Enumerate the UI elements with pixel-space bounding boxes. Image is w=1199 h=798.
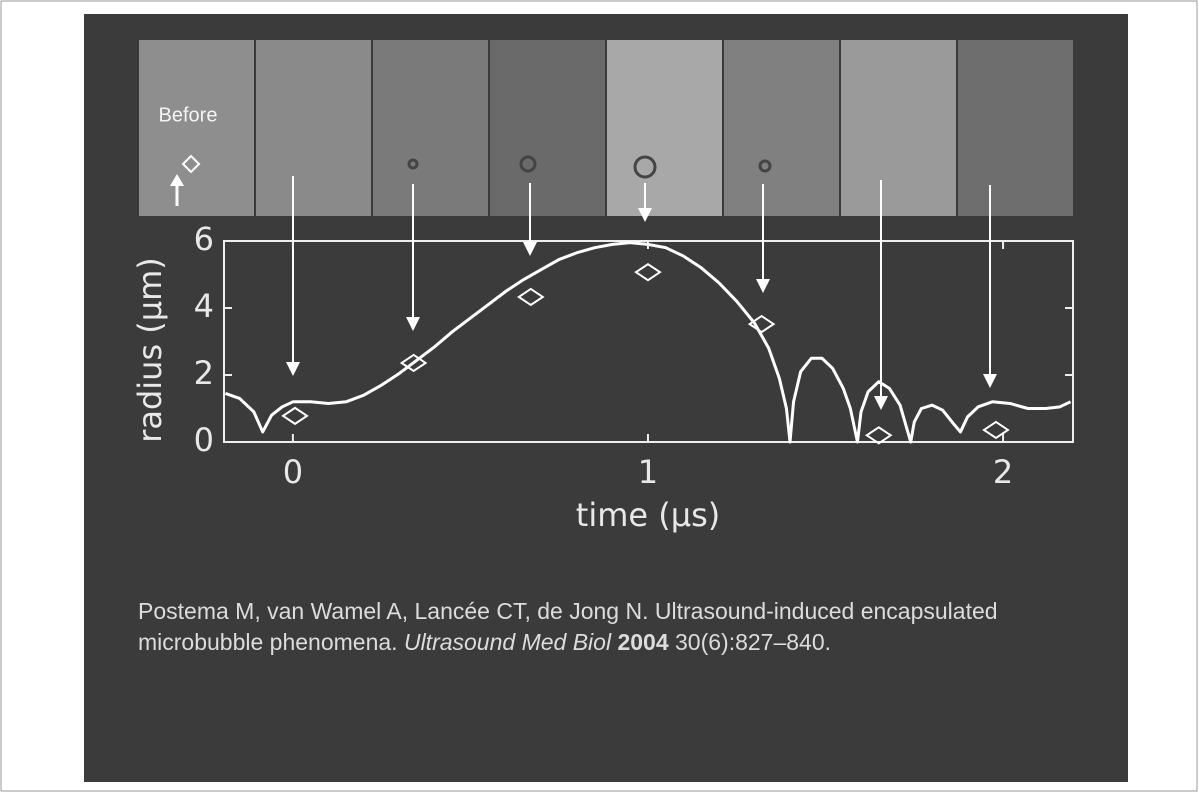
y-tick-label: 2 [194,354,214,392]
frame [958,40,1073,216]
frame-label: Before [159,104,218,126]
citation-year: 2004 [617,629,668,655]
y-tick-label: 6 [194,220,214,258]
y-tick-label: 4 [194,287,214,325]
frame [841,40,956,216]
y-tick-label: 0 [194,421,214,459]
frame [724,40,839,216]
frame [607,40,722,216]
x-tick-label: 0 [283,453,303,491]
frame [373,40,488,216]
slide: Before time (µs) radius (µm) 0 2 4 6 0 1 2 [0,0,1199,793]
frame [139,40,254,216]
citation-journal: Ultrasound Med Biol [404,629,611,655]
y-axis-label: radius (µm) [131,257,169,443]
x-tick-label: 1 [638,453,658,491]
citation: Postema M, van Wamel A, Lancée CT, de Jo… [138,596,1048,658]
x-tick-label: 2 [993,453,1013,491]
frame [256,40,371,216]
page: Before time (µs) radius (µm) 0 2 4 6 0 1 2 Pos… [0,0,1199,793]
x-axis-label: time (µs) [576,496,720,534]
citation-pages: 30(6):827–840. [675,629,831,655]
frame [490,40,605,216]
